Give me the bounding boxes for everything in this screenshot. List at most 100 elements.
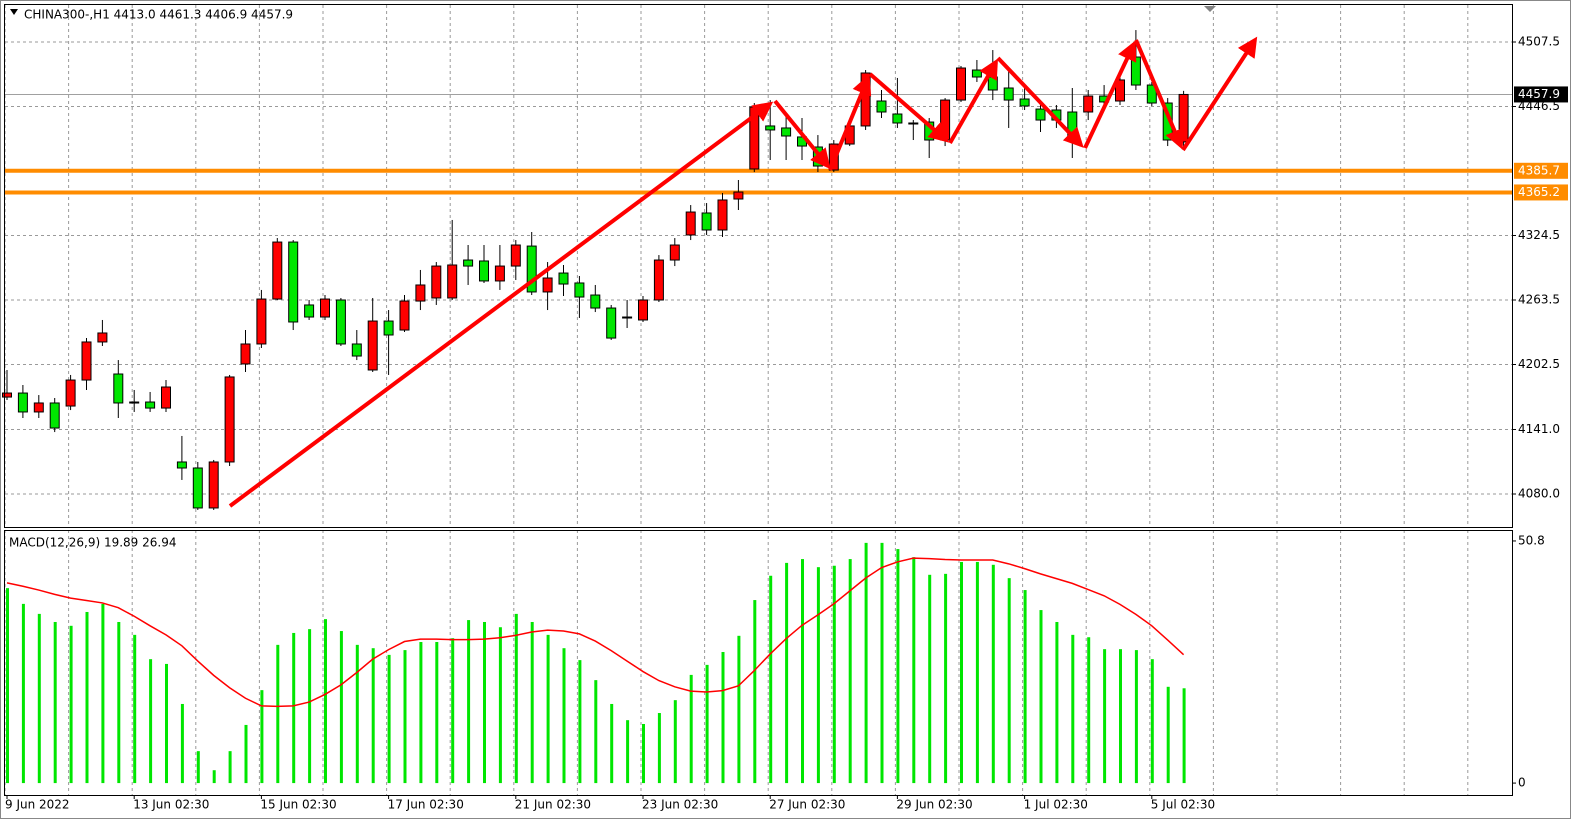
macd-bar — [801, 559, 804, 784]
candle-body — [1178, 93, 1189, 143]
macd-bar — [673, 700, 677, 784]
x-tick-label: 13 Jun 02:30 — [133, 798, 209, 812]
arrow — [1083, 40, 1137, 149]
y-tick-label: 4080.0 — [1518, 487, 1560, 501]
macd-bar — [355, 644, 359, 784]
candle-body — [701, 212, 712, 231]
macd-bar — [435, 642, 439, 784]
x-tick-label: 1 Jul 02:30 — [1024, 798, 1088, 812]
arrow — [1134, 39, 1184, 150]
arrow — [948, 58, 998, 144]
macd-bar — [705, 664, 709, 784]
macd-bar — [689, 674, 693, 784]
candle-body — [574, 282, 585, 298]
candle-body — [447, 264, 458, 299]
macd-title: MACD(12,26,9) 19.89 26.94 — [9, 536, 176, 550]
x-tick-label: 21 Jun 02:30 — [515, 798, 591, 812]
menu-triangle[interactable] — [10, 9, 18, 15]
macd-bar — [260, 690, 264, 784]
macd-bar — [880, 542, 884, 784]
candle-body — [765, 125, 776, 131]
macd-bar — [180, 703, 184, 784]
macd-bar — [498, 627, 502, 784]
macd-bar — [387, 654, 391, 784]
chart-title: CHINA300-,H1 4413.0 4461.3 4406.9 4457.9 — [24, 8, 293, 22]
level-label: 4385.7 — [1518, 163, 1560, 177]
macd-bar — [419, 642, 423, 784]
macd-bar — [85, 611, 89, 784]
candle-body — [113, 373, 124, 404]
macd-bar — [896, 549, 900, 784]
candle-body — [383, 320, 394, 336]
macd-bar — [514, 613, 518, 784]
arrow — [773, 99, 831, 170]
macd-bar — [1055, 621, 1059, 784]
macd-bar — [276, 644, 280, 784]
plots — [2, 30, 1512, 784]
candle-body — [653, 259, 664, 301]
shift-marker — [1204, 6, 1216, 12]
candle-body — [606, 307, 617, 339]
macd-bar — [403, 650, 407, 784]
macd-bar — [1071, 634, 1075, 784]
candle-body — [272, 241, 283, 300]
arrow — [228, 101, 774, 508]
candle-body — [892, 113, 903, 124]
macd-bar — [324, 619, 327, 784]
macd-bar — [228, 751, 232, 784]
candle-body — [304, 304, 315, 318]
macd-bar — [975, 561, 979, 784]
macd-bar — [816, 567, 820, 784]
candle-body — [542, 277, 553, 293]
arrow — [1181, 36, 1258, 152]
main-frame — [4, 4, 1513, 528]
candle-body — [320, 298, 330, 318]
x-tick-label: 9 Jun 2022 — [5, 798, 70, 812]
macd-bar — [69, 625, 73, 784]
macd-bar — [339, 631, 343, 784]
y-tick-label: 4141.0 — [1518, 422, 1560, 436]
macd-bar — [1166, 686, 1170, 784]
candle-body — [733, 191, 744, 200]
candle-body — [431, 265, 442, 299]
macd-bar — [944, 573, 948, 784]
candle-body — [49, 402, 60, 429]
macd-bar — [1023, 590, 1027, 784]
x-tick-label: 29 Jun 02:30 — [896, 798, 972, 812]
candle-body — [876, 100, 887, 113]
macd-bar — [864, 542, 868, 784]
y-tick-label: 4324.5 — [1518, 228, 1560, 242]
macd-bar — [1007, 578, 1011, 784]
candle-body — [65, 379, 76, 407]
macd-bar — [530, 621, 534, 784]
macd-bar — [1182, 688, 1186, 784]
candle-body — [256, 298, 267, 345]
candle-body — [81, 341, 92, 381]
candle-body — [956, 67, 966, 101]
candle-body — [176, 461, 187, 469]
candle-body — [987, 76, 998, 91]
candle-body — [240, 343, 251, 365]
candle-body — [494, 265, 505, 282]
x-tick-label: 17 Jun 02:30 — [388, 798, 464, 812]
candle-body — [463, 259, 474, 267]
macd-bar — [37, 613, 41, 784]
macd-bar — [657, 713, 661, 784]
candle-body — [622, 316, 633, 319]
grid — [4, 5, 1512, 795]
candle-body — [17, 392, 28, 413]
y-tick-label: 0 — [1518, 776, 1526, 790]
candle-body — [638, 299, 648, 321]
candle-body — [97, 332, 108, 343]
candle-body — [526, 245, 537, 293]
arrow — [868, 72, 950, 143]
macd-bar — [117, 621, 121, 784]
macd-bar — [1039, 610, 1043, 784]
candle-body — [161, 386, 171, 409]
macd-bar — [165, 663, 168, 784]
y-tick-label: 50.8 — [1518, 533, 1545, 547]
candle-body — [2, 392, 12, 398]
candle-body — [1035, 108, 1046, 121]
x-tick-label: 5 Jul 02:30 — [1151, 798, 1215, 812]
